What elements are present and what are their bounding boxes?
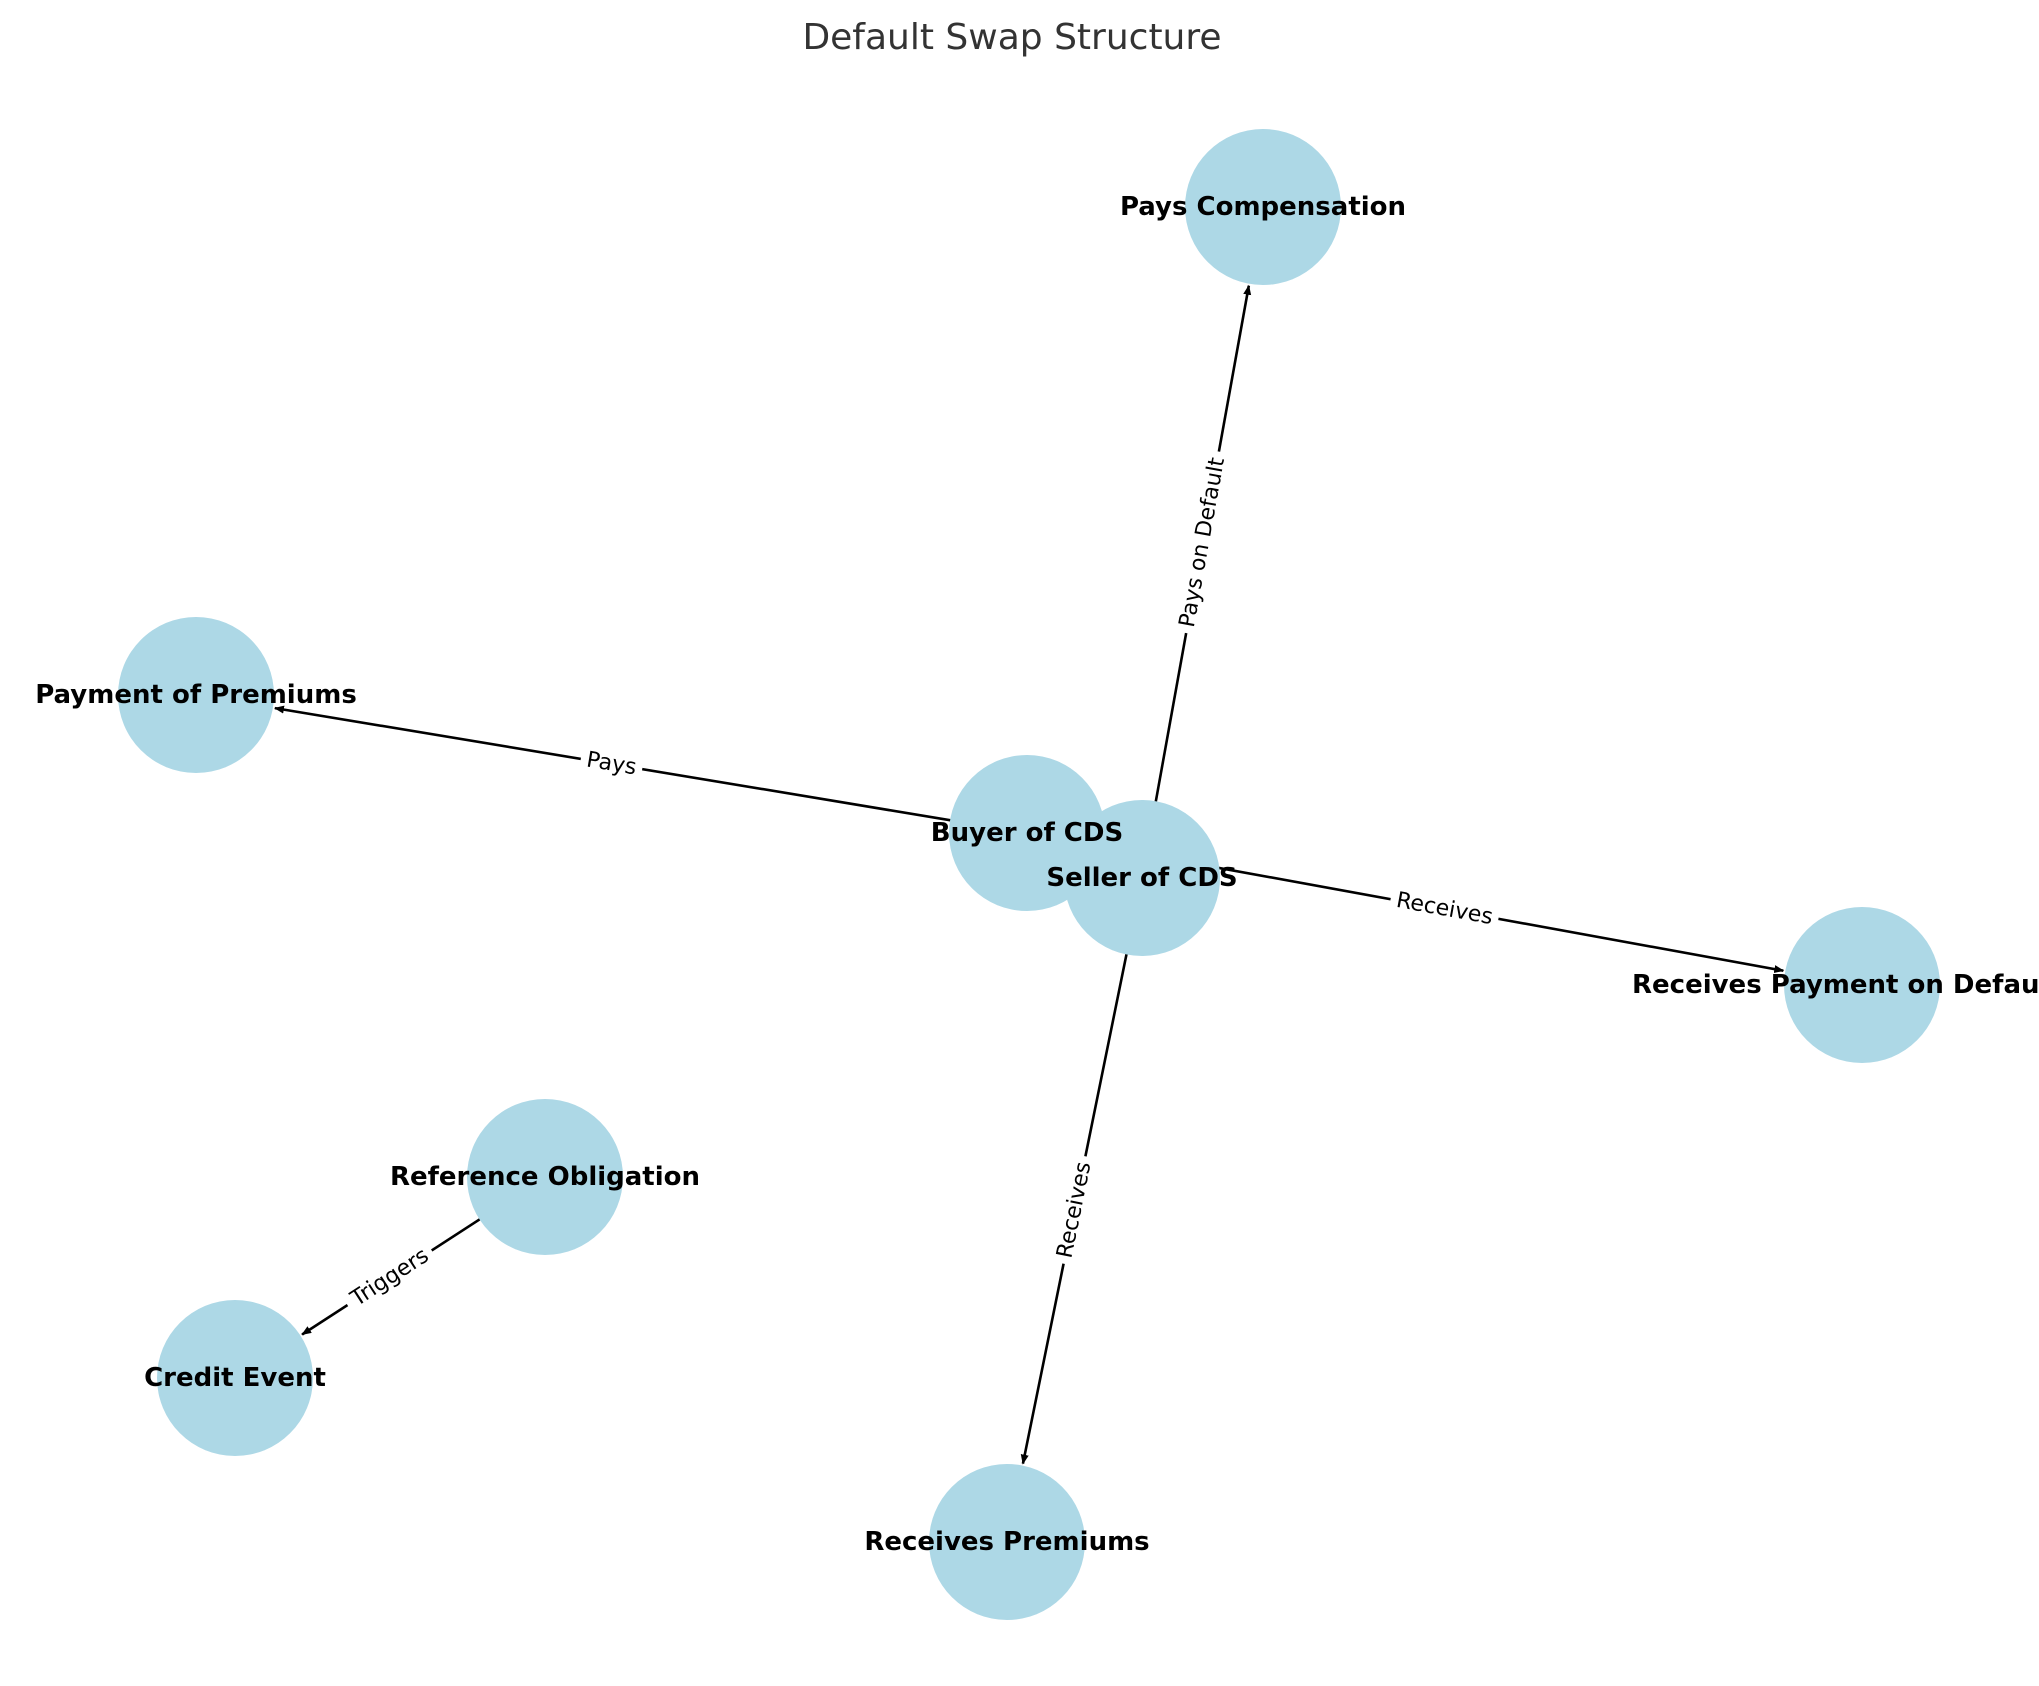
- node-reference-obligation: [467, 1099, 623, 1255]
- edge-label-background: [1387, 884, 1502, 934]
- node-receives-payment-on-default: [1784, 907, 1940, 1063]
- edge-label-background: [1049, 1153, 1100, 1267]
- node-label-buyer-of-cds: Buyer of CDS: [931, 818, 1123, 848]
- node-label-credit-event: Credit Event: [144, 1363, 326, 1393]
- node-label-receives-premiums: Receives Premiums: [864, 1527, 1149, 1557]
- edge-label-background: [578, 744, 645, 784]
- node-payment-of-premiums: [118, 617, 274, 773]
- edge-label-group: Triggers: [339, 1238, 440, 1318]
- edge-label-group: Pays: [578, 744, 645, 784]
- node-pays-compensation: [1185, 129, 1341, 285]
- node-label-receives-payment-on-default: Receives Payment on Default: [1632, 970, 2039, 1000]
- edge-label-group: Receives: [1387, 884, 1502, 934]
- edge-label-background: [339, 1238, 440, 1318]
- node-label-payment-of-premiums: Payment of Premiums: [35, 680, 357, 710]
- diagram-title: Default Swap Structure: [802, 17, 1221, 58]
- node-credit-event: [157, 1300, 313, 1456]
- node-label-pays-compensation: Pays Compensation: [1120, 192, 1406, 222]
- nodes-layer: Buyer of CDS Seller of CDS Pays Compensati…: [35, 129, 2039, 1620]
- node-label-reference-obligation: Reference Obligation: [390, 1162, 700, 1192]
- edge-label-receives: Receives: [1053, 1160, 1097, 1261]
- edge-label-triggers: Triggers: [346, 1243, 434, 1312]
- node-seller-of-cds: [1064, 800, 1220, 956]
- node-receives-premiums: [929, 1464, 1085, 1620]
- edge-label-group: Receives: [1049, 1153, 1100, 1267]
- edge-label-background: [1171, 449, 1234, 636]
- edge-label-pays-on-default: Pays on Default: [1175, 455, 1230, 629]
- node-label-seller-of-cds: Seller of CDS: [1046, 863, 1237, 893]
- edge-label-group: Pays on Default: [1171, 449, 1234, 636]
